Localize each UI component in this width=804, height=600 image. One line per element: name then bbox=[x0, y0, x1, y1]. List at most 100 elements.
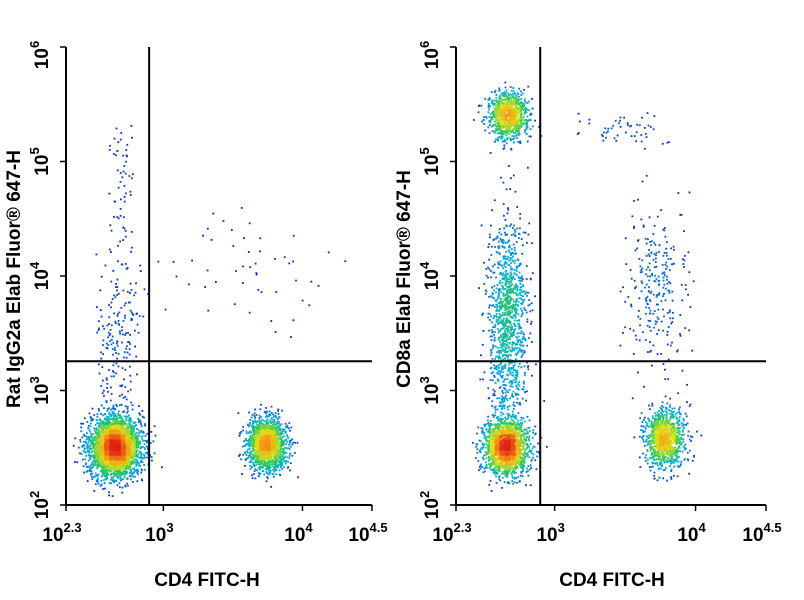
event-dot bbox=[269, 420, 272, 423]
event-dot bbox=[254, 454, 257, 457]
event-dot bbox=[125, 154, 128, 157]
event-dot bbox=[274, 414, 277, 417]
event-dot bbox=[130, 437, 133, 440]
event-dot bbox=[88, 468, 91, 471]
event-dot bbox=[260, 446, 263, 449]
event-dot bbox=[206, 269, 209, 272]
event-dot bbox=[118, 438, 121, 441]
event-dot bbox=[135, 465, 138, 467]
event-dot bbox=[270, 427, 273, 429]
event-dot bbox=[279, 429, 282, 432]
event-dot bbox=[265, 453, 267, 456]
event-dot bbox=[120, 198, 122, 201]
event-dot bbox=[258, 438, 261, 441]
event-dot bbox=[133, 427, 135, 430]
event-dot bbox=[275, 436, 277, 438]
event-dot bbox=[279, 424, 281, 427]
event-dot bbox=[97, 329, 100, 331]
event-dot bbox=[95, 447, 98, 450]
event-dot bbox=[123, 456, 126, 459]
event-dot bbox=[87, 440, 90, 443]
event-dot bbox=[121, 367, 124, 369]
event-dot bbox=[245, 438, 247, 440]
event-dot bbox=[248, 461, 251, 464]
event-dot bbox=[88, 450, 90, 453]
event-dot bbox=[277, 447, 280, 450]
event-dot bbox=[104, 444, 107, 447]
event-dot bbox=[100, 404, 103, 407]
event-dot bbox=[280, 437, 283, 439]
event-dot bbox=[242, 282, 244, 284]
event-dot bbox=[270, 442, 273, 445]
event-dot bbox=[119, 423, 122, 426]
event-dot bbox=[97, 465, 99, 468]
event-dot bbox=[278, 446, 281, 449]
event-dot bbox=[106, 442, 109, 445]
event-dot bbox=[262, 441, 265, 444]
event-dot bbox=[84, 463, 87, 466]
event-dot bbox=[150, 456, 153, 458]
event-dot bbox=[265, 470, 268, 473]
event-dot bbox=[261, 425, 263, 428]
event-dot bbox=[119, 426, 122, 429]
event-dot bbox=[85, 455, 88, 457]
event-dot bbox=[278, 428, 281, 431]
event-dot bbox=[122, 429, 125, 431]
event-dot bbox=[132, 434, 135, 437]
event-dot bbox=[294, 441, 296, 444]
event-dot bbox=[286, 425, 289, 428]
event-dot bbox=[123, 461, 126, 464]
event-dot bbox=[114, 320, 117, 323]
event-dot bbox=[274, 412, 277, 414]
event-dot bbox=[114, 349, 116, 351]
event-dot bbox=[259, 465, 262, 468]
event-dot bbox=[141, 479, 143, 482]
event-dot bbox=[107, 446, 109, 448]
event-dot bbox=[275, 464, 278, 466]
event-dot bbox=[105, 462, 108, 465]
event-dot bbox=[115, 450, 118, 452]
event-dot bbox=[253, 421, 256, 423]
event-dot bbox=[106, 422, 108, 424]
event-dot bbox=[124, 466, 126, 468]
event-dot bbox=[267, 415, 269, 418]
event-dot bbox=[278, 451, 281, 453]
event-dot bbox=[110, 425, 112, 428]
event-dot bbox=[250, 450, 253, 453]
event-dot bbox=[275, 462, 278, 465]
event-dot bbox=[265, 423, 268, 425]
event-dot bbox=[87, 465, 90, 468]
event-dot bbox=[277, 410, 279, 412]
event-dot bbox=[137, 418, 140, 420]
event-dot bbox=[280, 466, 283, 469]
event-dot bbox=[112, 371, 115, 374]
event-dot bbox=[99, 309, 102, 311]
event-dot bbox=[230, 229, 233, 231]
event-dot bbox=[135, 449, 137, 452]
event-dot bbox=[134, 455, 137, 457]
event-dot bbox=[268, 451, 271, 454]
event-dot bbox=[96, 419, 98, 422]
event-dots bbox=[65, 125, 347, 497]
event-dot bbox=[262, 466, 264, 468]
event-dot bbox=[278, 463, 281, 466]
event-dot bbox=[290, 426, 293, 429]
event-dot bbox=[116, 458, 118, 461]
event-dot bbox=[257, 435, 260, 438]
event-dot bbox=[125, 457, 128, 460]
event-dot bbox=[108, 424, 111, 426]
event-dot bbox=[120, 385, 123, 388]
event-dot bbox=[129, 475, 132, 477]
event-dot bbox=[295, 279, 297, 282]
event-dot bbox=[107, 391, 109, 393]
event-dot bbox=[257, 441, 260, 444]
event-dot bbox=[102, 420, 105, 423]
event-dot bbox=[121, 448, 124, 451]
event-dot bbox=[131, 246, 133, 249]
event-dot bbox=[285, 443, 288, 445]
event-dot bbox=[258, 466, 260, 469]
event-dot bbox=[105, 478, 108, 481]
event-dot bbox=[132, 453, 135, 456]
event-dot bbox=[110, 418, 113, 420]
event-dot bbox=[268, 447, 271, 450]
